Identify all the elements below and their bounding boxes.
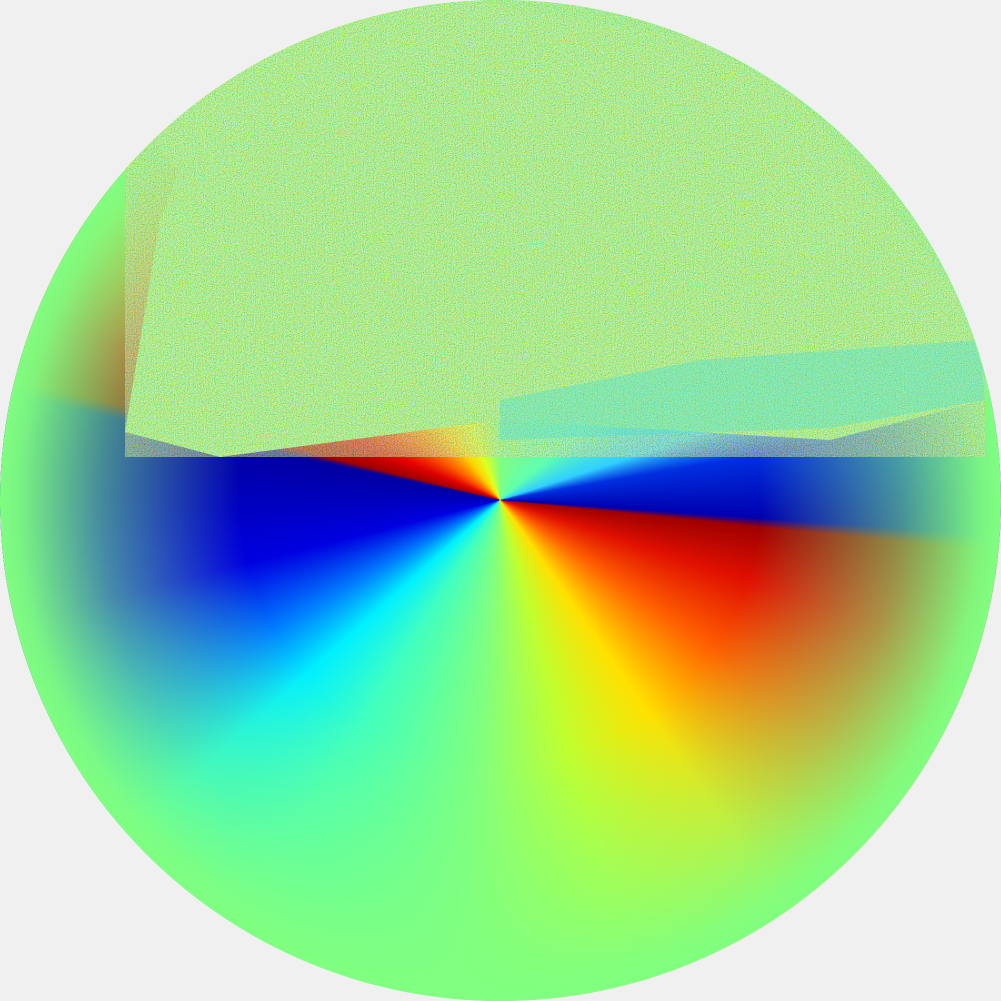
band: [500, 340, 985, 440]
noise-texture: [125, 0, 985, 457]
noisy-region: [125, 0, 985, 457]
